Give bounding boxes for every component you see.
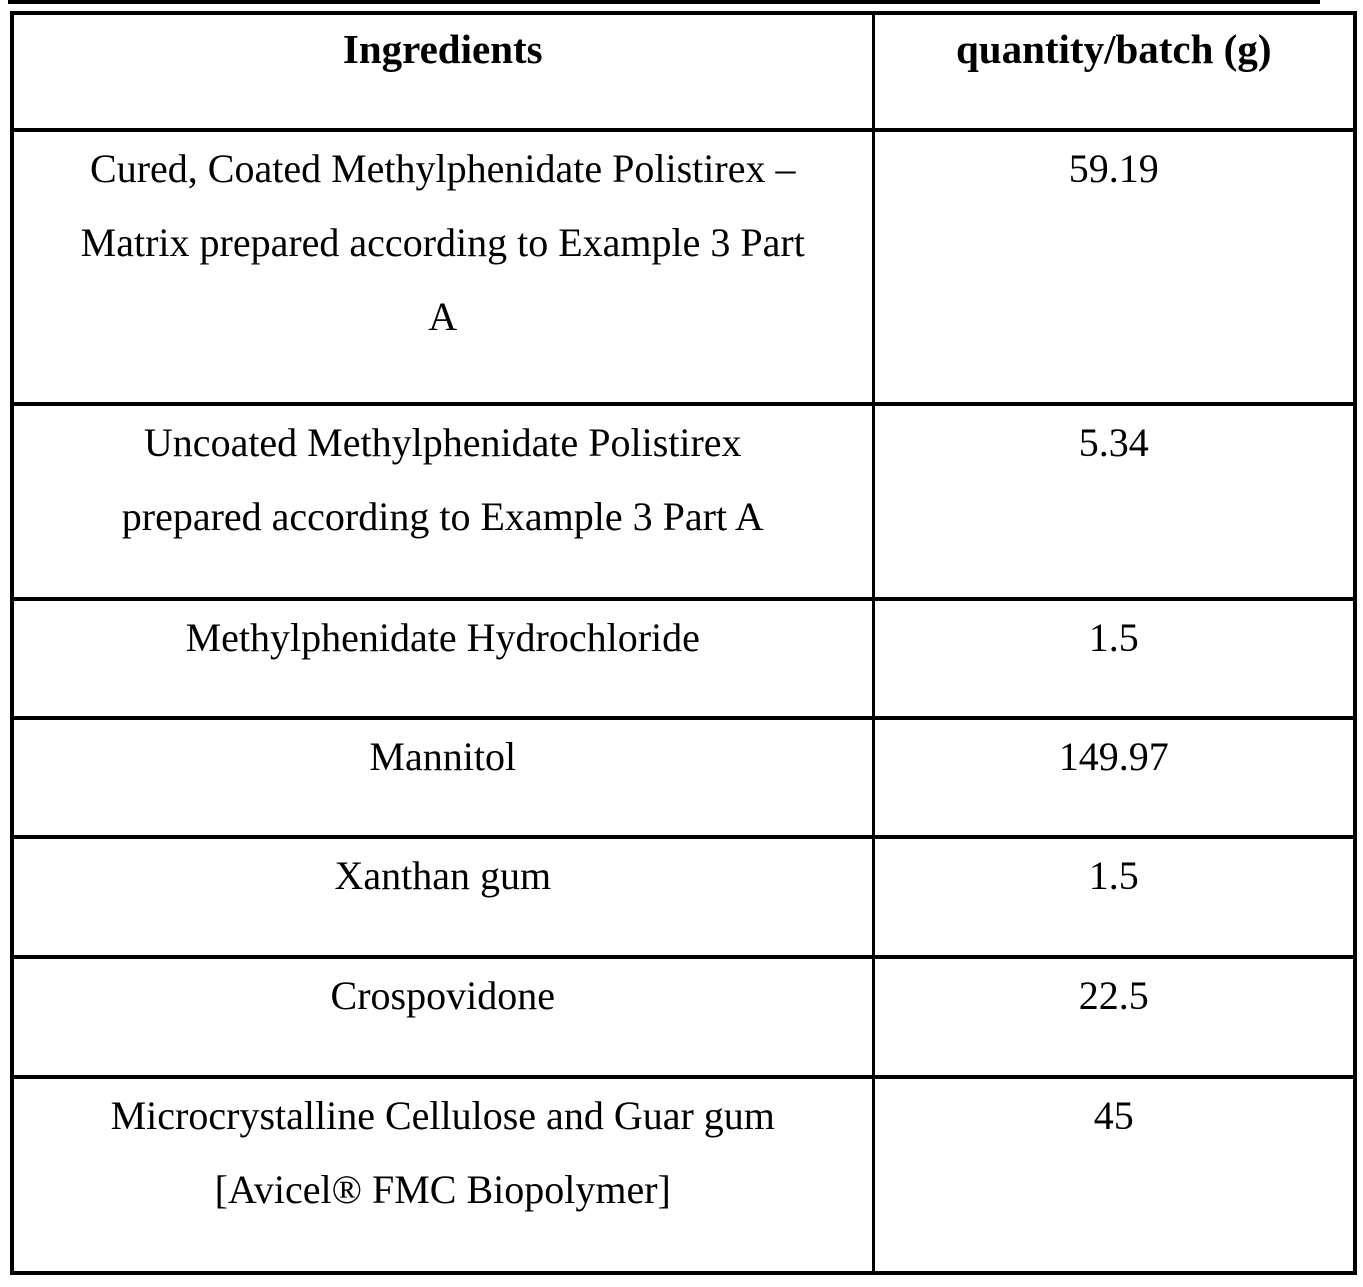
table-row: Xanthan gum 1.5 bbox=[10, 835, 1357, 959]
ingredient-cell: Crospovidone bbox=[10, 955, 875, 1079]
table-row: Cured, Coated Methylphenidate Polistirex… bbox=[10, 128, 1357, 406]
table-row: Crospovidone 22.5 bbox=[10, 955, 1357, 1079]
ingredients-table: Ingredients quantity/batch (g) Cured, Co… bbox=[10, 11, 1357, 1275]
quantity-cell: 59.19 bbox=[871, 128, 1357, 406]
table-row: Uncoated Methylphenidate Polistirex prep… bbox=[10, 402, 1357, 601]
ingredient-cell: Uncoated Methylphenidate Polistirex prep… bbox=[10, 402, 875, 601]
quantity-cell: 45 bbox=[871, 1075, 1357, 1275]
quantity-cell: 1.5 bbox=[871, 597, 1357, 720]
top-edge-artifact-line bbox=[8, 0, 1320, 4]
ingredient-cell: Mannitol bbox=[10, 716, 875, 839]
quantity-cell: 1.5 bbox=[871, 835, 1357, 959]
table-row: Mannitol 149.97 bbox=[10, 716, 1357, 839]
quantity-cell: 149.97 bbox=[871, 716, 1357, 839]
table-row: Microcrystalline Cellulose and Guar gum … bbox=[10, 1075, 1357, 1275]
ingredient-cell: Methylphenidate Hydrochloride bbox=[10, 597, 875, 720]
column-header-ingredients: Ingredients bbox=[10, 11, 875, 132]
ingredient-cell: Xanthan gum bbox=[10, 835, 875, 959]
quantity-cell: 5.34 bbox=[871, 402, 1357, 601]
table-header-row: Ingredients quantity/batch (g) bbox=[10, 11, 1357, 132]
quantity-cell: 22.5 bbox=[871, 955, 1357, 1079]
column-header-quantity: quantity/batch (g) bbox=[871, 11, 1357, 132]
ingredient-cell: Cured, Coated Methylphenidate Polistirex… bbox=[10, 128, 875, 406]
table-row: Methylphenidate Hydrochloride 1.5 bbox=[10, 597, 1357, 720]
ingredient-cell: Microcrystalline Cellulose and Guar gum … bbox=[10, 1075, 875, 1275]
